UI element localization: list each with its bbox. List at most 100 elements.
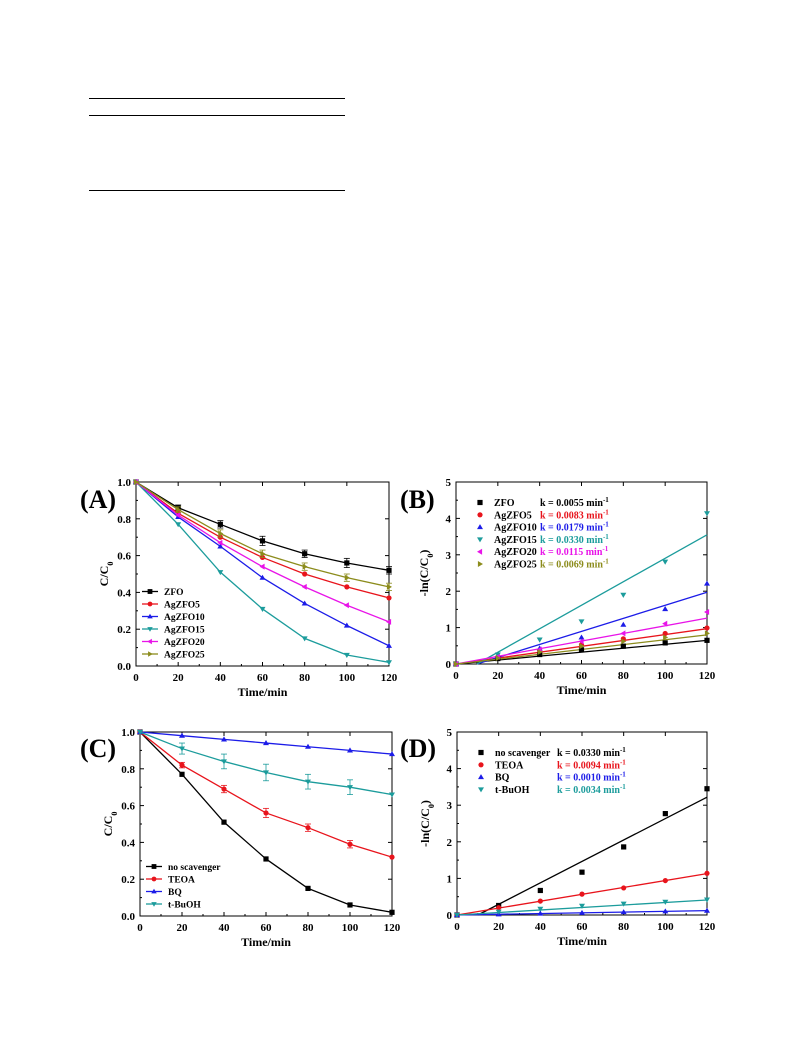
legend-marker bbox=[478, 774, 484, 780]
y-tick-label: 1.0 bbox=[117, 477, 131, 489]
legend-marker bbox=[147, 601, 153, 607]
data-point bbox=[343, 602, 349, 609]
series-t-buoh bbox=[454, 897, 710, 918]
data-point bbox=[302, 551, 308, 557]
legend-label: AgZFO25 bbox=[164, 651, 205, 661]
legend-label: AgZFO5 bbox=[164, 601, 200, 611]
data-point bbox=[305, 825, 311, 831]
legend-marker bbox=[478, 749, 484, 756]
data-point bbox=[263, 856, 269, 862]
series-agzfo25 bbox=[133, 479, 392, 591]
x-tick-label: 60 bbox=[577, 921, 589, 933]
data-point bbox=[620, 621, 627, 627]
x-tick-label: 120 bbox=[699, 670, 716, 682]
data-point bbox=[620, 643, 626, 649]
y-tick-label: 0.0 bbox=[117, 661, 131, 673]
x-tick-label: 120 bbox=[384, 922, 401, 934]
data-point bbox=[218, 530, 224, 537]
fit-line bbox=[476, 534, 708, 665]
data-point bbox=[259, 606, 266, 612]
series-agzfo15 bbox=[453, 511, 710, 667]
data-point bbox=[704, 637, 710, 643]
x-tick-label: 20 bbox=[493, 921, 505, 933]
legend-label: AgZFO20 bbox=[164, 638, 205, 648]
data-point bbox=[386, 583, 392, 590]
legend-rate-constant: k = 0.0094 min-1 bbox=[557, 758, 626, 771]
legend-marker bbox=[477, 499, 483, 506]
data-point bbox=[662, 620, 668, 627]
x-tick-label: 40 bbox=[534, 670, 546, 682]
data-point bbox=[179, 746, 185, 752]
y-tick-label: 1.0 bbox=[121, 727, 135, 739]
fit-line bbox=[477, 796, 708, 916]
legend-marker bbox=[151, 902, 157, 907]
data-point bbox=[302, 571, 308, 577]
legend-rate-constant: k = 0.0179 min-1 bbox=[540, 521, 609, 534]
legend-marker bbox=[147, 613, 153, 619]
legend-marker bbox=[151, 888, 157, 894]
series-teoa bbox=[137, 729, 395, 860]
data-point bbox=[620, 592, 627, 598]
data-point bbox=[217, 570, 224, 576]
data-point bbox=[537, 887, 543, 894]
legend-label: no scavenger bbox=[495, 748, 551, 759]
series-agzfo20 bbox=[133, 479, 392, 625]
data-point bbox=[453, 661, 459, 667]
legend-rate-constant: k = 0.0055 min-1 bbox=[540, 496, 609, 509]
legend-rate-constant: k = 0.0330 min-1 bbox=[540, 533, 609, 546]
panel-label: (D) bbox=[400, 734, 436, 763]
legend-label: ZFO bbox=[164, 588, 184, 598]
legend-rate-constant: k = 0.0034 min-1 bbox=[557, 783, 626, 796]
legend-label: t-BuOH bbox=[495, 785, 530, 796]
legend-label: AgZFO25 bbox=[494, 560, 537, 571]
table-top-rule bbox=[89, 98, 345, 99]
data-point bbox=[620, 909, 627, 915]
y-tick-label: 4 bbox=[446, 513, 452, 525]
data-point bbox=[386, 642, 392, 648]
legend-label: TEOA bbox=[168, 876, 195, 886]
y-tick-label: 0.6 bbox=[121, 801, 135, 813]
data-point bbox=[704, 897, 710, 903]
data-point bbox=[221, 786, 227, 792]
data-point bbox=[389, 751, 395, 757]
data-point bbox=[179, 771, 185, 777]
x-tick-label: 60 bbox=[257, 672, 269, 684]
data-point bbox=[662, 630, 668, 637]
data-point bbox=[704, 580, 710, 586]
legend-rate-constant: k = 0.0115 min-1 bbox=[540, 545, 609, 558]
x-axis-label: Time/min bbox=[241, 935, 291, 949]
panel-a: (A) 0 20 40 60 80 100 120 0.0 0.2 0.4 0.6 0.8 1.0 Time… bbox=[80, 477, 398, 699]
x-tick-label: 20 bbox=[177, 922, 189, 934]
legend-marker bbox=[148, 651, 153, 657]
legend-label: ZFO bbox=[494, 498, 515, 509]
legend-label: AgZFO20 bbox=[494, 547, 537, 558]
data-point bbox=[302, 563, 308, 570]
legend: ZFO k = 0.0055 min-1 AgZFO5 k = 0.0083 min-… bbox=[477, 496, 609, 571]
y-tick-label: 0.2 bbox=[117, 624, 131, 636]
y-tick-label: 0.8 bbox=[117, 514, 131, 526]
legend-marker bbox=[477, 561, 483, 567]
legend-marker bbox=[477, 548, 483, 555]
table-header-rule bbox=[89, 115, 345, 116]
data-point bbox=[536, 637, 543, 643]
panel-c: (C) 0 20 40 60 80 100 120 0.0 0.2 0.4 0.6 0.8 1.0 Time… bbox=[80, 727, 401, 949]
data-point bbox=[386, 595, 392, 601]
data-point bbox=[496, 905, 502, 911]
y-axis-label: C/C0 bbox=[97, 562, 115, 587]
data-point bbox=[537, 651, 543, 658]
data-point bbox=[175, 512, 181, 519]
y-tick-label: 0.2 bbox=[121, 874, 135, 886]
legend-label: AgZFO15 bbox=[164, 626, 205, 636]
x-tick-label: 40 bbox=[215, 672, 227, 684]
data-point bbox=[221, 819, 227, 825]
data-point bbox=[454, 912, 460, 918]
data-point bbox=[662, 606, 669, 612]
data-point bbox=[537, 910, 544, 916]
legend-label: no scavenger bbox=[168, 863, 221, 873]
y-axis-label: C/C0 bbox=[101, 812, 119, 837]
x-tick-label: 120 bbox=[699, 921, 716, 933]
legend: no scavenger TEOA BQ t-BuOH bbox=[146, 863, 221, 911]
table-bottom-rule bbox=[89, 190, 345, 191]
x-tick-label: 20 bbox=[492, 670, 504, 682]
